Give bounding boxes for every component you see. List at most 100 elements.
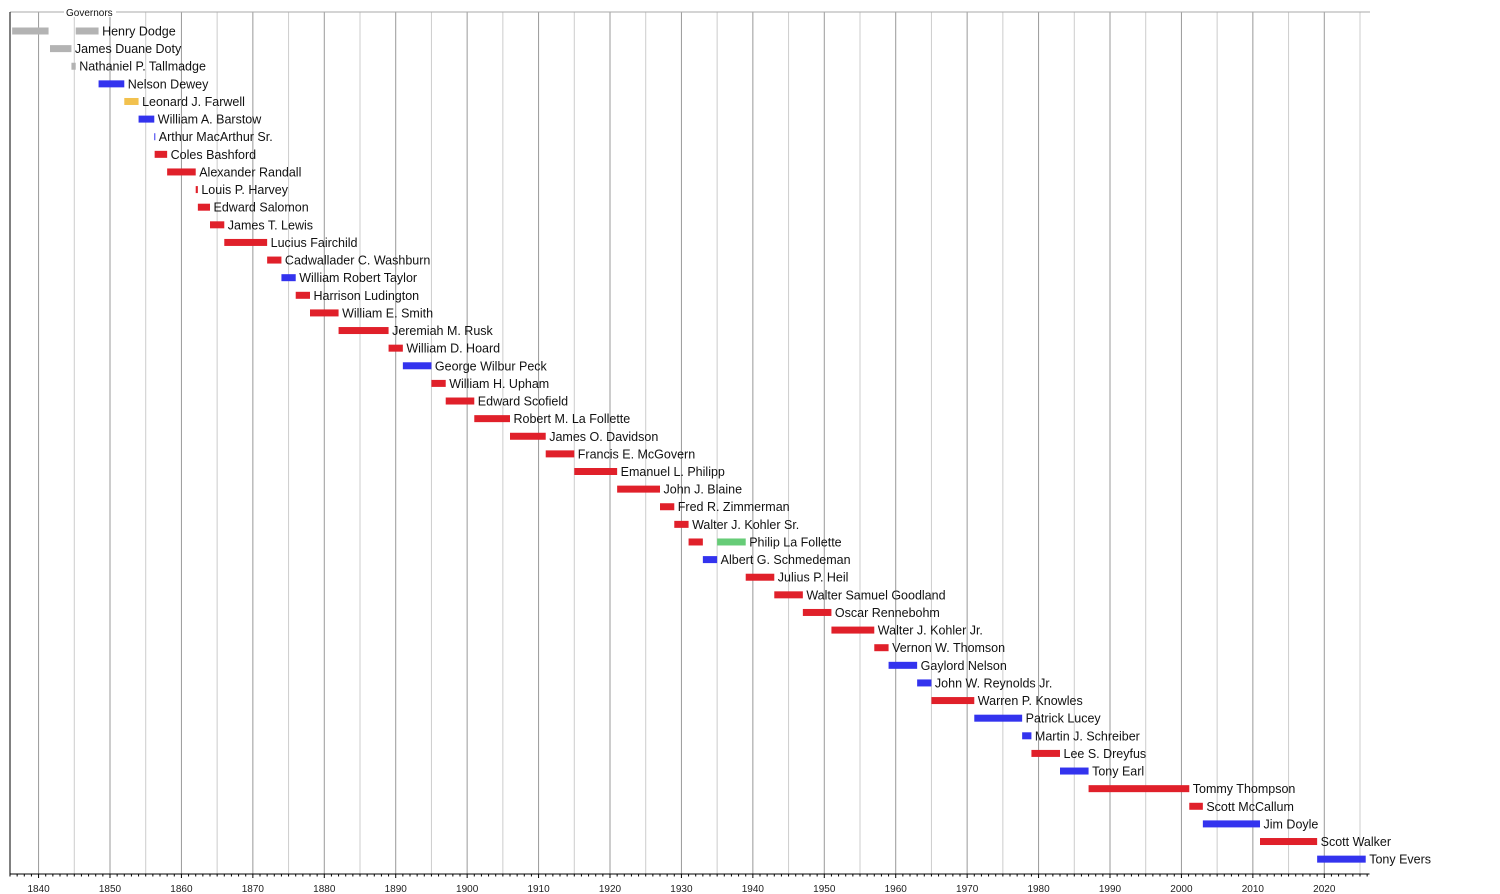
governor-label: Alexander Randall [199,165,301,179]
governor-row: William H. Upham [431,377,549,391]
governor-label: Leonard J. Farwell [142,95,245,109]
governor-row: James T. Lewis [210,218,313,232]
governor-label: Martin J. Schreiber [1035,729,1140,743]
governor-row: James Duane Doty [50,42,182,56]
governor-label: Oscar Rennebohm [835,606,940,620]
term-bar [267,256,282,264]
term-bar [917,679,932,687]
governor-row: Philip La Follette [688,535,842,549]
governor-label: Jim Doyle [1264,817,1319,831]
tick-label-2000: 2000 [1170,884,1193,894]
tick-label-1910: 1910 [527,884,550,894]
term-bar [50,45,72,53]
governor-row: Gaylord Nelson [888,659,1007,673]
tick-label-1860: 1860 [170,884,193,894]
governor-row: Walter J. Kohler Sr. [674,518,799,532]
governor-label: Lee S. Dreyfus [1064,747,1147,761]
term-bar [295,291,310,299]
term-bar [281,274,296,282]
tick-label-1930: 1930 [670,884,693,894]
governor-label: Henry Dodge [102,25,176,39]
term-bar [71,62,76,70]
term-bar [195,186,198,194]
governor-label: Philip La Follette [749,535,841,549]
governor-label: Coles Bashford [171,148,257,162]
term-bar [1260,838,1318,846]
term-bar [75,27,99,35]
governor-row: Martin J. Schreiber [1022,729,1140,743]
term-bar [138,115,155,123]
term-bar [717,538,746,546]
term-bar [98,80,125,88]
governor-label: Cadwallader C. Washburn [285,254,430,268]
term-bar [802,608,832,616]
governor-row: Julius P. Heil [745,571,848,585]
term-bar [474,415,510,423]
governor-label: William E. Smith [342,306,433,320]
governor-label: Albert G. Schmedeman [721,553,851,567]
governor-row: William E. Smith [310,306,433,320]
tick-label-1870: 1870 [242,884,265,894]
governor-label: John J. Blaine [664,483,743,497]
term-bar [931,697,975,705]
governor-label: Walter Samuel Goodland [806,588,945,602]
governor-label: William A. Barstow [158,113,262,127]
governor-row: Arthur MacArthur Sr. [154,130,273,144]
governor-row: Scott McCallum [1189,800,1294,814]
governor-row: Nathaniel P. Tallmadge [71,60,206,74]
governor-label: Warren P. Knowles [978,694,1083,708]
term-bar [12,27,49,35]
term-bar [1060,767,1089,775]
governor-row: Tommy Thompson [1088,782,1295,796]
governor-row: John J. Blaine [617,483,742,497]
governor-row: William A. Barstow [138,113,262,127]
term-bar [388,344,403,352]
term-bar [431,379,446,387]
term-bar [1317,855,1366,863]
tick-label-1880: 1880 [313,884,336,894]
governor-label: James Duane Doty [75,42,182,56]
term-bar [1189,802,1203,810]
title-background [64,5,116,17]
term-bar [774,591,803,599]
governor-row: Lee S. Dreyfus [1031,747,1146,761]
governor-label: Scott McCallum [1206,800,1294,814]
term-bar [402,362,432,370]
governor-row: Walter J. Kohler Jr. [831,624,983,638]
governor-label: Fred R. Zimmerman [678,500,790,514]
tick-label-1890: 1890 [385,884,408,894]
tick-label-2010: 2010 [1242,884,1265,894]
governor-label: Harrison Ludington [314,289,420,303]
governor-row: Fred R. Zimmerman [660,500,790,514]
governor-label: Gaylord Nelson [921,659,1007,673]
governor-label: Vernon W. Thomson [892,641,1005,655]
governor-row: George Wilbur Peck [402,359,548,373]
tick-label-1950: 1950 [813,884,836,894]
governor-label: Tony Earl [1092,765,1144,779]
governor-row: Leonard J. Farwell [124,95,245,109]
tick-label-1990: 1990 [1099,884,1122,894]
governor-label: Lucius Fairchild [271,236,358,250]
governor-label: Francis E. McGovern [578,447,695,461]
term-bar [874,644,889,652]
chart-title: Governors [66,8,113,19]
governor-row: Tony Evers [1317,853,1431,867]
term-bar [1202,820,1260,828]
governor-row: Cadwallader C. Washburn [267,254,430,268]
governor-label: William Robert Taylor [299,271,417,285]
governor-label: Scott Walker [1321,835,1391,849]
term-bar [688,538,703,546]
governor-row: Patrick Lucey [974,712,1101,726]
tick-label-1840: 1840 [27,884,50,894]
governor-row: Henry Dodge [12,25,176,39]
governor-label: Walter J. Kohler Jr. [878,624,983,638]
governor-row: Edward Scofield [445,395,568,409]
tick-label-2020: 2020 [1313,884,1336,894]
governor-label: George Wilbur Peck [435,359,548,373]
tick-label-1850: 1850 [99,884,122,894]
tick-label-1960: 1960 [885,884,908,894]
governor-label: John W. Reynolds Jr. [935,676,1052,690]
governor-label: Walter J. Kohler Sr. [692,518,799,532]
governor-row: Harrison Ludington [295,289,420,303]
